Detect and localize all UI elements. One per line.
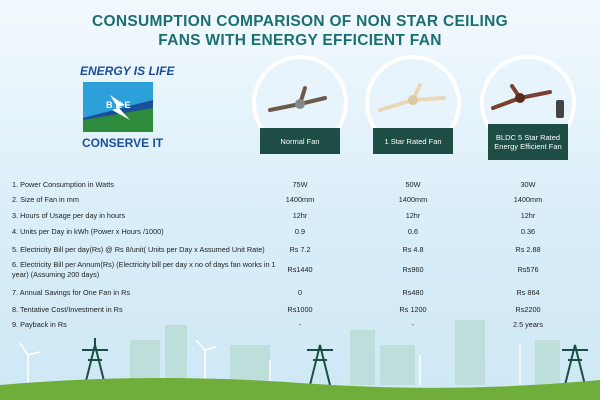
- logo-text: ENERGY IS LIFE: [80, 64, 175, 78]
- cell-value: 0.9: [294, 227, 306, 236]
- cell-value: Rs960: [402, 265, 424, 274]
- row-label: 6. Electricity Bill per Annum(Rs) (Elect…: [12, 260, 276, 279]
- cell-value: 75W: [292, 180, 308, 189]
- cell-value: 12hr: [405, 211, 421, 220]
- fan-label: Normal Fan: [260, 128, 340, 154]
- cell-value: 1400mm: [285, 195, 315, 204]
- fan-label: BLDC 5 Star Rated Energy Efficient Fan: [488, 124, 568, 160]
- row-label: 5. Electricity Bill per day(Rs) @ Rs 8/u…: [12, 245, 265, 254]
- row-label: 4. Units per Day in kWh (Power x Hours /…: [12, 227, 164, 236]
- cell-value: 30W: [520, 180, 536, 189]
- cell-value: 0: [297, 288, 303, 297]
- cell-value: 0.36: [520, 227, 536, 236]
- title: FANS WITH ENERGY EFFICIENT FAN: [158, 32, 442, 49]
- fan-label: 1 Star Rated Fan: [373, 128, 453, 154]
- row-label: 7. Annual Savings for One Fan in Rs: [12, 288, 131, 297]
- cell-value: Rs 2.88: [515, 245, 541, 254]
- cell-value: Rs 1200: [399, 305, 427, 314]
- cell-value: -: [411, 320, 415, 329]
- row-label: 9. Payback in Rs: [12, 320, 67, 329]
- cell-value: Rs2200: [515, 305, 541, 314]
- cell-value: Rs1000: [287, 305, 313, 314]
- cell-value: Rs576: [517, 265, 539, 274]
- cell-value: -: [298, 320, 302, 329]
- cell-value: 2.5 years: [512, 320, 543, 329]
- cell-value: Rs 4.8: [402, 245, 424, 254]
- cell-value: 50W: [405, 180, 421, 189]
- cell-value: Rs 7.2: [289, 245, 311, 254]
- cell-value: Rs 864: [516, 288, 540, 297]
- row-label: 2. Size of Fan in mm: [12, 195, 79, 204]
- cell-value: 0.6: [407, 227, 419, 236]
- cell-value: 1400mm: [398, 195, 428, 204]
- logo-text: CONSERVE IT: [82, 136, 164, 150]
- cell-value: 12hr: [292, 211, 308, 220]
- title: CONSUMPTION COMPARISON OF NON STAR CEILI…: [92, 13, 508, 30]
- cell-value: Rs480: [402, 288, 424, 297]
- cell-value: 1400mm: [513, 195, 543, 204]
- row-label: 8. Tentative Cost/Investment in Rs: [12, 305, 123, 314]
- cell-value: Rs1440: [287, 265, 313, 274]
- row-label: 3. Hours of Usage per day in hours: [12, 211, 126, 220]
- logo-text: BEE: [106, 100, 134, 110]
- row-label: 1. Power Consumption in Watts: [12, 180, 114, 189]
- cell-value: 12hr: [520, 211, 536, 220]
